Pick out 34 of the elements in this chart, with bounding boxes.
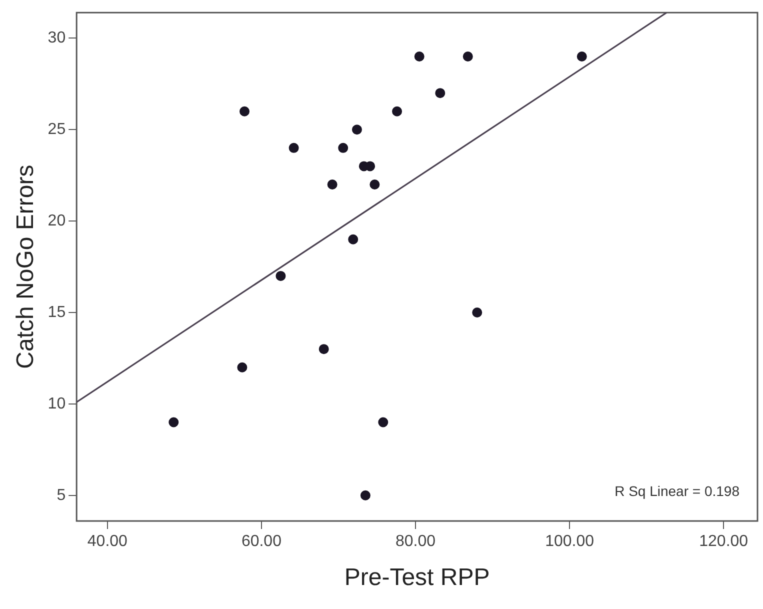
point [288,142,299,153]
point [276,270,286,281]
point [352,124,362,135]
point [327,180,338,190]
point [237,362,248,372]
y-axis-title: Catch NoGo Errors [12,164,40,369]
y-tick-label: 5 [56,486,66,504]
point [168,417,179,428]
annotation: R Sq Linear = 0.198 [614,482,740,499]
y-tick-label: 25 [48,121,66,138]
x-tick-label: 120.00 [699,533,748,550]
point [462,51,473,62]
x-tick-label: 40.00 [87,533,128,550]
y-tick-label: 15 [48,304,66,321]
point [378,417,388,428]
point [392,106,402,116]
x-tick-label: 60.00 [241,533,282,550]
x-tick-label: 80.00 [395,533,436,550]
point [365,161,376,172]
point [472,308,482,318]
x-tick-label: 100.00 [545,533,594,550]
point [370,180,380,190]
point [414,51,424,62]
x-axis-title: Pre-Test RPP [344,564,490,592]
y-tick-label: 10 [48,395,66,412]
y-tick-label: 20 [48,212,66,230]
y-tick-label: 30 [48,30,66,47]
point [348,234,358,244]
point [576,51,587,62]
point [240,106,250,116]
point [338,142,348,153]
point [435,88,446,98]
point [318,344,329,354]
point [360,490,370,500]
